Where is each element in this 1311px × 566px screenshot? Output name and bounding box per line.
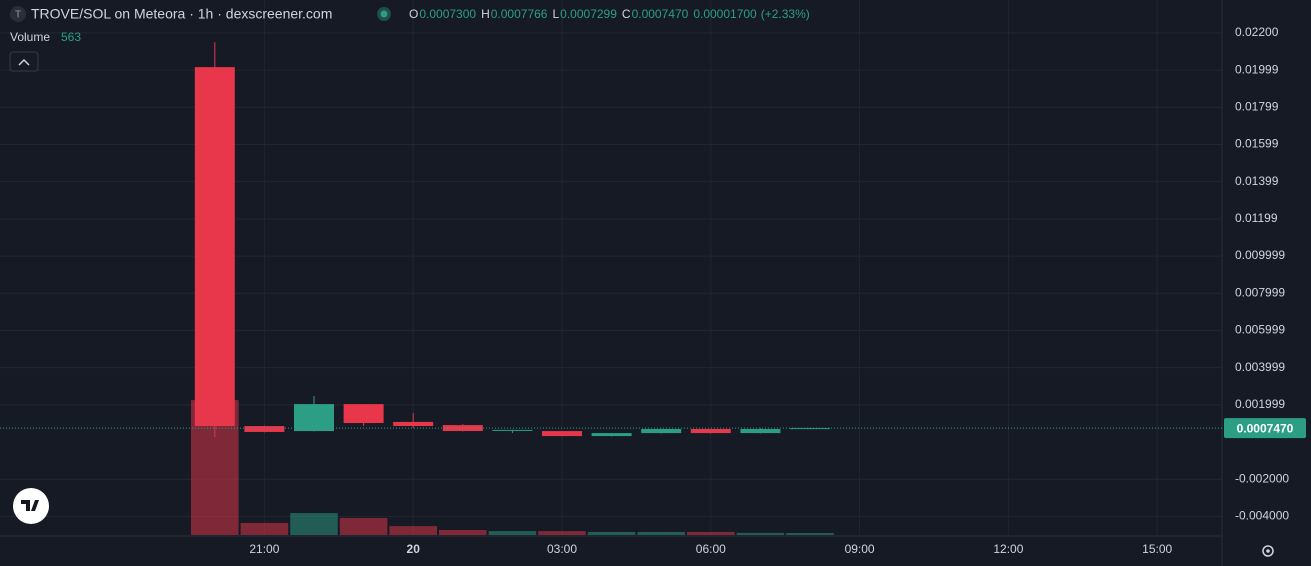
x-tick-label: 06:00 — [696, 542, 726, 556]
legend-key: H — [481, 7, 490, 21]
legend-value: 0.0007299 — [560, 7, 617, 21]
x-tick-label: 15:00 — [1142, 542, 1172, 556]
x-tick-label: 20 — [407, 542, 421, 556]
volume-bar — [538, 531, 586, 535]
volume-title: Volume — [10, 30, 50, 44]
legend-change-pct: (+2.33%) — [761, 7, 810, 21]
candle-body — [393, 421, 434, 427]
volume-bar — [439, 530, 487, 535]
volume-bar — [240, 522, 289, 535]
x-tick-label: 21:00 — [249, 542, 279, 556]
volume-bar — [637, 531, 685, 535]
candle-body — [194, 67, 235, 427]
legend-key: C — [622, 7, 631, 21]
x-tick-label: 03:00 — [547, 542, 577, 556]
volume-value: 563 — [61, 30, 81, 44]
volume-bar — [389, 526, 437, 535]
tv-logo — [21, 500, 39, 511]
volume-bar — [339, 517, 388, 535]
y-tick-label: 0.01999 — [1235, 62, 1279, 76]
status-dot — [380, 10, 388, 18]
legend-value: 0.0007300 — [419, 7, 476, 21]
candle-body — [591, 433, 632, 437]
y-tick-label: 0.01199 — [1235, 211, 1278, 225]
legend-value: 0.0007470 — [632, 7, 689, 21]
ohlc-legend: O 0.0007300 H 0.0007766 L 0.0007299 C 0.0007470… — [409, 7, 810, 21]
y-tick-label: 0.003999 — [1235, 360, 1285, 374]
y-tick-label: 0.005999 — [1235, 323, 1285, 337]
y-tick-label: -0.004000 — [1235, 509, 1289, 523]
candle-body — [690, 429, 731, 434]
collapse-icon — [18, 58, 30, 66]
volume-bar — [786, 533, 834, 535]
legend-change: 0.00001700 — [693, 7, 757, 21]
legend-key: O — [409, 7, 418, 21]
y-tick-label: 0.02200 — [1235, 25, 1279, 39]
y-tick-label: -0.002000 — [1235, 471, 1289, 485]
y-tick-label: 0.001999 — [1235, 397, 1285, 411]
logo-letter: T — [15, 10, 21, 21]
collapse-button[interactable] — [9, 51, 39, 72]
volume-bar — [587, 531, 636, 535]
y-tick-label: 0.01799 — [1235, 99, 1279, 113]
volume-bar — [488, 531, 537, 535]
y-tick-label: 0.007999 — [1235, 285, 1285, 299]
legend-key: L — [552, 7, 559, 21]
volume-bar — [687, 531, 735, 535]
candle-body — [740, 429, 781, 434]
last-price-tag — [1224, 418, 1306, 439]
volume-bar — [736, 532, 785, 535]
y-tick-label: 0.01399 — [1235, 174, 1279, 188]
settings-icon-core — [1266, 549, 1270, 553]
y-tick-label: 0.009999 — [1235, 248, 1285, 262]
candle-body — [244, 426, 285, 432]
candle-body — [641, 429, 682, 434]
chart-title: TROVE/SOL on Meteora · 1h · dexscreener.… — [31, 6, 332, 22]
candle-body — [542, 431, 582, 437]
candle-body — [343, 404, 384, 424]
x-tick-label: 12:00 — [993, 542, 1023, 556]
y-tick-label: 0.01599 — [1235, 137, 1279, 151]
last-price-label: 0.0007470 — [1237, 421, 1294, 435]
marks — [191, 42, 834, 535]
candle-body — [492, 429, 533, 431]
tv-logo-bg — [13, 488, 49, 524]
candle-body — [294, 404, 334, 432]
x-tick-label: 09:00 — [845, 542, 875, 556]
settings-icon[interactable] — [1262, 545, 1274, 557]
logo — [10, 6, 26, 22]
legend-value: 0.0007766 — [491, 7, 548, 21]
volume-bar — [290, 512, 338, 535]
